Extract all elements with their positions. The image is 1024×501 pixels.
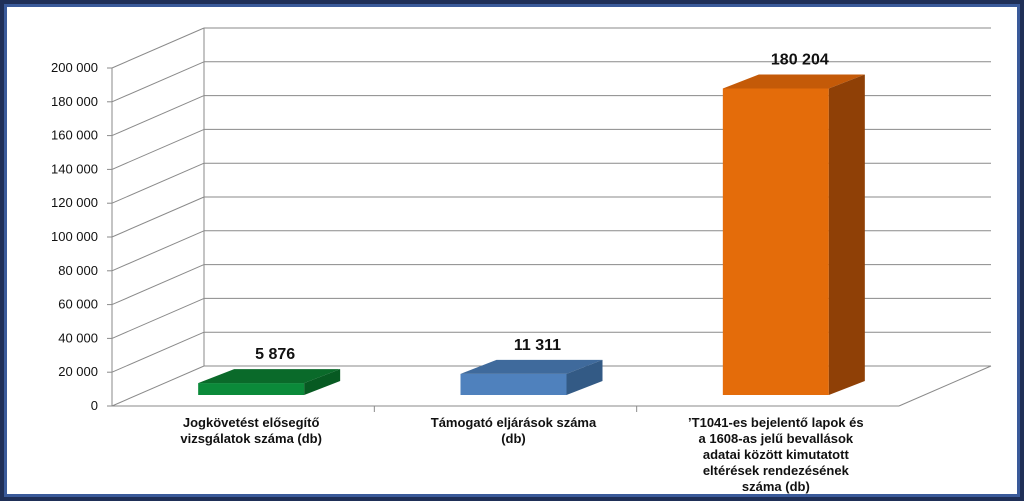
category-label: Jogkövetést elősegítő vizsgálatok száma (… [180, 415, 322, 446]
y-tick-label: 160 000 [51, 128, 98, 143]
y-tick-label: 180 000 [51, 94, 98, 109]
data-label: 180 204 [771, 51, 829, 68]
category-label-line: ’T1041-es bejelentő lapok és [688, 415, 864, 430]
data-label: 11 311 [514, 337, 561, 354]
gridline-side [111, 128, 205, 170]
y-tick-label: 120 000 [51, 195, 98, 210]
bar-side [304, 369, 341, 395]
bar-front [198, 383, 305, 395]
y-tick-label: 100 000 [51, 229, 98, 244]
category-label-line: (db) [501, 431, 526, 446]
chart-svg: 0 20 000 40 000 60 000 80 000 100 000 120 000 1… [51, 27, 992, 494]
gridline-side [111, 27, 205, 69]
bar-side [828, 74, 865, 396]
bar-front [460, 373, 567, 395]
category-label-line: eltérések rendezésének [703, 463, 850, 478]
x-axis-labels: Jogkövetést elősegítő vizsgálatok száma (… [180, 406, 864, 494]
chart-bars [198, 74, 865, 396]
category-label: ’T1041-es bejelentő lapok és a 1608-as je… [688, 415, 864, 494]
bar [198, 369, 341, 395]
y-tick-label: 140 000 [51, 161, 98, 176]
bar-top [198, 369, 341, 384]
y-tick-label: 40 000 [58, 330, 98, 345]
gridline-side [111, 365, 205, 407]
data-labels: 5 876 11 311 180 204 [255, 51, 829, 363]
y-tick-label: 20 000 [58, 364, 98, 379]
gridline-side [111, 196, 205, 238]
bar [460, 359, 603, 395]
gridline-side [111, 331, 205, 373]
gridline-side [111, 162, 205, 204]
y-tick-label: 60 000 [58, 297, 98, 312]
gridline-side [111, 95, 205, 137]
category-label-line: a 1608-as jelű bevallások [699, 431, 854, 446]
bar-top [722, 74, 865, 89]
category-label-line: Jogkövetést elősegítő [183, 415, 320, 430]
y-tick-label: 200 000 [51, 60, 98, 75]
category-label-line: adatai között kimutatott [703, 447, 850, 462]
bar-top [460, 359, 603, 374]
gridline-side [111, 61, 205, 103]
bar [722, 74, 865, 396]
gridline-side [111, 297, 205, 339]
gridline-side [111, 230, 205, 272]
category-label-line: száma (db) [742, 479, 810, 494]
bar-front [722, 88, 829, 396]
category-label-line: vizsgálatok száma (db) [180, 431, 322, 446]
y-tick-label: 80 000 [58, 263, 98, 278]
category-label: Támogató eljárások száma (db) [431, 415, 597, 446]
y-tick-label: 0 [91, 398, 98, 413]
y-axis-ticks: 0 20 000 40 000 60 000 80 000 100 000 120 000 1… [51, 60, 112, 413]
category-label-line: Támogató eljárások száma [431, 415, 597, 430]
data-label: 5 876 [255, 346, 295, 363]
bar-side [566, 359, 603, 395]
floor-right-edge [898, 365, 992, 407]
gridline-side [111, 264, 205, 306]
